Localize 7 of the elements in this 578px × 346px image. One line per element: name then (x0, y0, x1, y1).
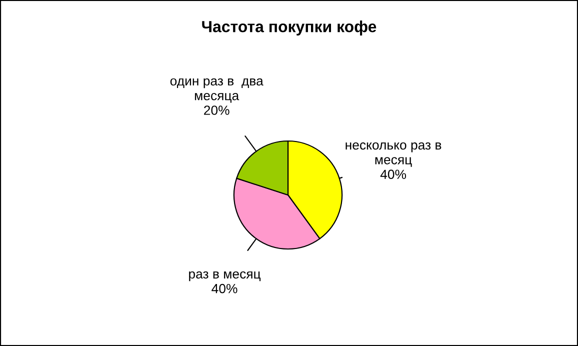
slice-label: несколько раз в месяц (346, 142, 442, 167)
data-label: 40% (212, 284, 238, 294)
slice-label: один раз в два месяца (170, 78, 264, 103)
chart-title: Частота покупки кофе (202, 20, 376, 36)
data-label: 40% (380, 170, 406, 180)
slice-label: раз в месяц (189, 271, 261, 282)
data-label: 20% (204, 106, 230, 115)
